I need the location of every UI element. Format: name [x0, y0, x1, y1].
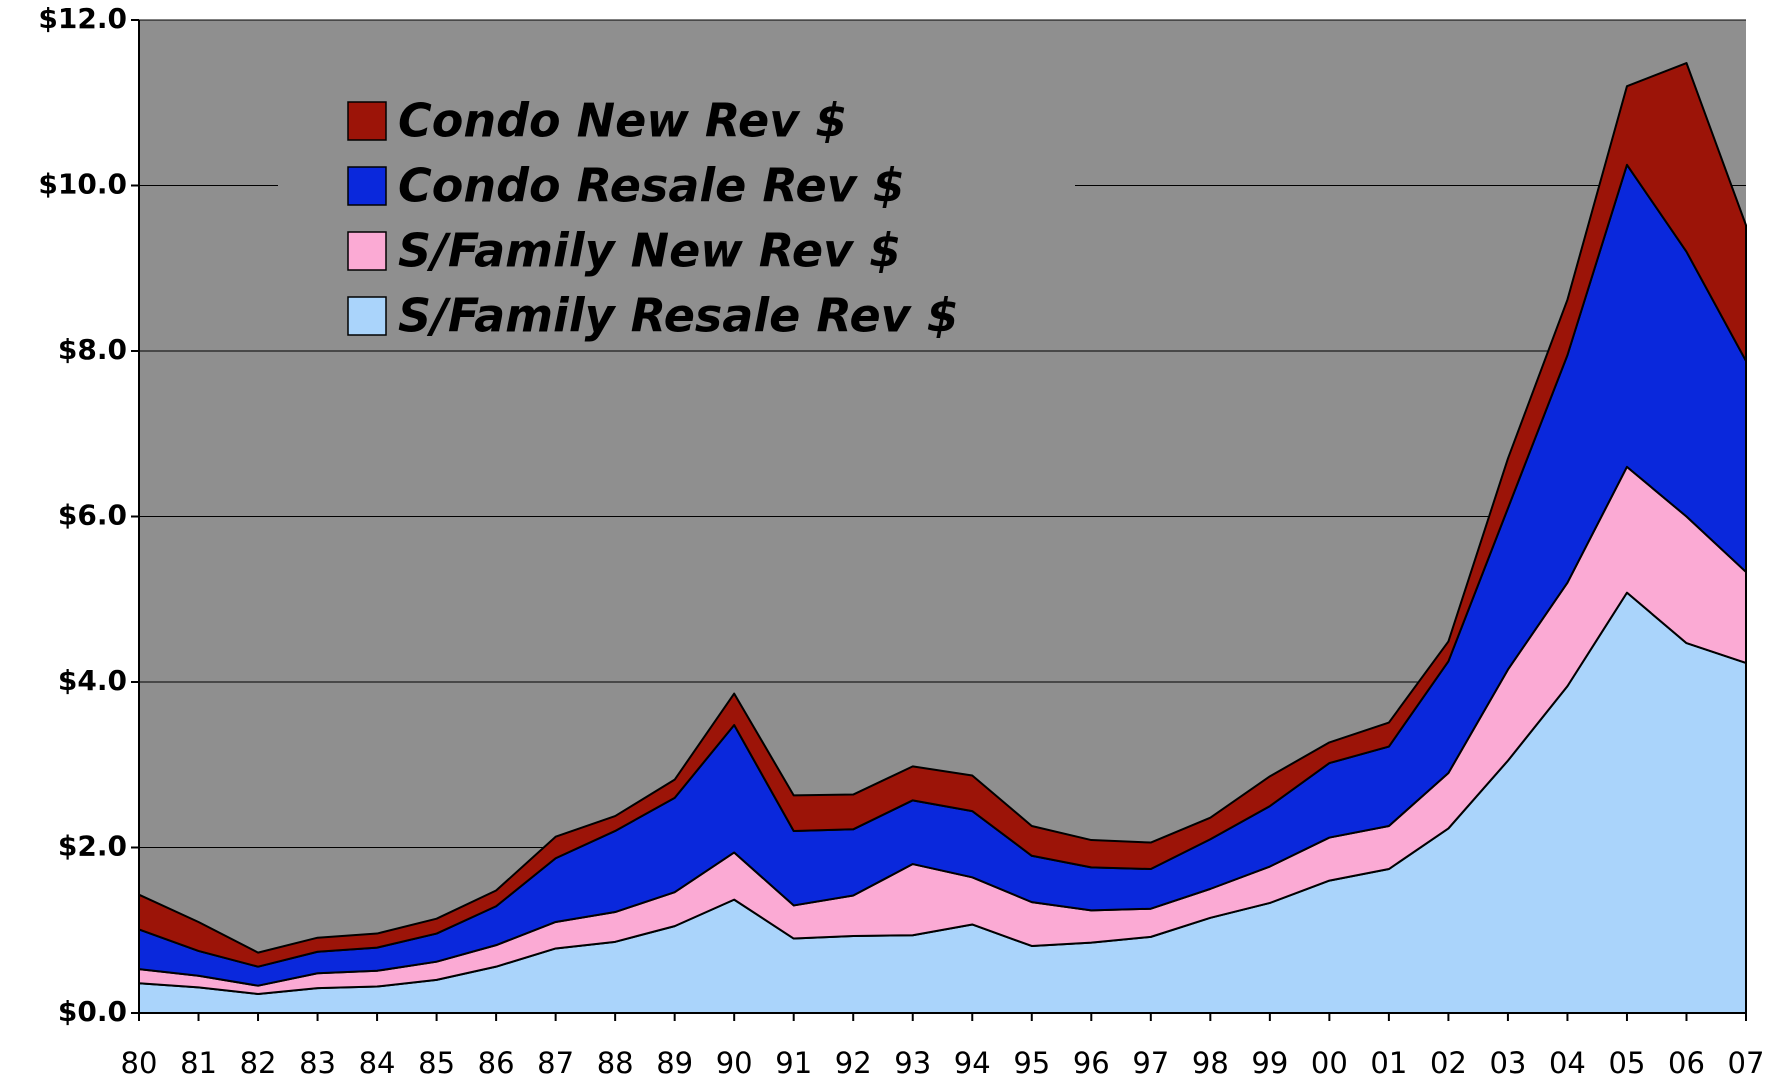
x-tick-label: 87 [537, 1046, 574, 1076]
y-tick-label: $12.0 [38, 2, 127, 35]
x-tick-label: 07 [1728, 1046, 1765, 1076]
y-tick-label: $6.0 [58, 499, 127, 532]
y-tick-label: $0.0 [58, 995, 127, 1028]
x-tick-label: 01 [1370, 1046, 1407, 1076]
legend-label: S/Family Resale Rev $ [398, 289, 959, 343]
y-tick-label: $4.0 [58, 664, 127, 697]
x-tick-label: 86 [478, 1046, 515, 1076]
legend-swatch [347, 296, 387, 336]
legend-label: Condo New Rev $ [398, 94, 847, 148]
x-tick-label: 02 [1430, 1046, 1467, 1076]
x-tick-label: 99 [1251, 1046, 1288, 1076]
x-tick-label: 91 [775, 1046, 812, 1076]
x-tick-label: 00 [1311, 1046, 1348, 1076]
legend-swatch [347, 166, 387, 206]
x-tick-label: 95 [1013, 1046, 1050, 1076]
x-tick-label: 93 [894, 1046, 931, 1076]
legend-label: S/Family New Rev $ [398, 224, 901, 278]
legend-swatch [347, 231, 387, 271]
x-tick-label: 04 [1549, 1046, 1586, 1076]
y-tick-label: $2.0 [58, 830, 127, 863]
x-tick-label: 98 [1192, 1046, 1229, 1076]
x-tick-label: 88 [597, 1046, 634, 1076]
x-tick-label: 97 [1132, 1046, 1169, 1076]
x-tick-label: 05 [1609, 1046, 1646, 1076]
x-tick-label: 89 [656, 1046, 693, 1076]
x-tick-label: 85 [418, 1046, 455, 1076]
x-tick-label: 90 [716, 1046, 753, 1076]
x-tick-label: 96 [1073, 1046, 1110, 1076]
area [138, 62, 1747, 968]
y-tick-label: $10.0 [38, 168, 127, 201]
legend-swatch [347, 101, 387, 141]
x-tick-label: 83 [299, 1046, 336, 1076]
x-tick-label: 81 [180, 1046, 217, 1076]
x-tick-label: 94 [954, 1046, 991, 1076]
x-tick-label: 84 [359, 1046, 396, 1076]
x-tick-label: 92 [835, 1046, 872, 1076]
x-tick-label: 82 [240, 1046, 277, 1076]
x-tick-label: 06 [1668, 1046, 1705, 1076]
y-tick-label: $8.0 [58, 333, 127, 366]
x-tick-label: 80 [121, 1046, 158, 1076]
legend-label: Condo Resale Rev $ [398, 159, 905, 213]
x-tick-label: 03 [1489, 1046, 1526, 1076]
legend-box [278, 78, 1075, 350]
